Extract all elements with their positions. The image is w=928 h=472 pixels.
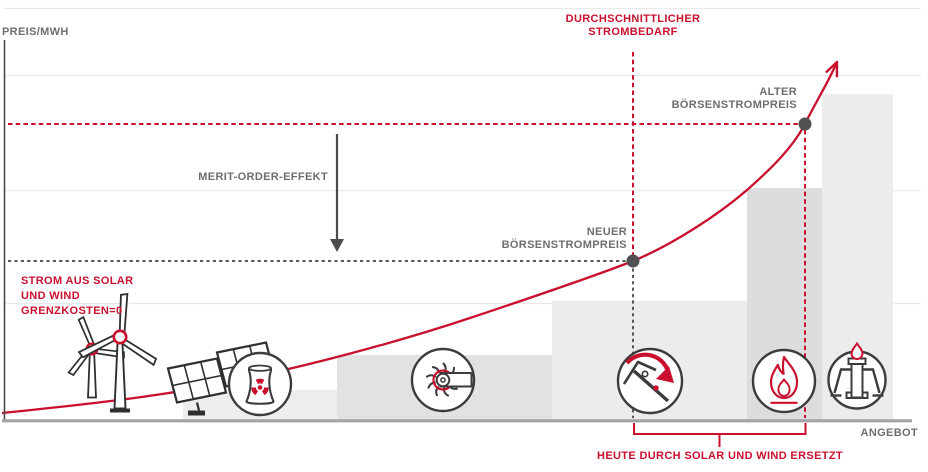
old-price-point <box>798 117 812 131</box>
x-axis-label: ANGEBOT <box>860 427 918 439</box>
gas-icon <box>751 348 817 414</box>
curve-arrowhead <box>825 60 839 78</box>
new-price-label: NEUER BÖRSENSTROMPREIS <box>501 226 627 251</box>
y-axis-label: PREIS/MWH <box>2 26 69 39</box>
demand-label: DURCHSCHNITTLICHER STROMBEDARF <box>565 13 701 38</box>
nuclear-icon <box>227 351 293 417</box>
coal-icon <box>616 347 684 415</box>
y-axis-label-text: PREIS/MWH <box>2 26 69 38</box>
oil-icon <box>827 341 887 410</box>
hydro-icon <box>410 347 476 413</box>
replaced-range-bracket <box>633 423 807 447</box>
merit-order-label: MERIT-ORDER-EFFEKT <box>198 171 328 183</box>
merit-order-arrow <box>330 134 344 252</box>
replaced-label: HEUTE DURCH SOLAR UND WIND ERSETZT <box>597 450 843 462</box>
new-price-point <box>626 254 640 268</box>
renewables-label: STROM AUS SOLAR UND WIND GRENZKOSTEN=0 <box>21 275 134 317</box>
wind-turbines-icon <box>67 292 158 413</box>
old-price-label: ALTER BÖRSENSTROMPREIS <box>671 86 797 111</box>
